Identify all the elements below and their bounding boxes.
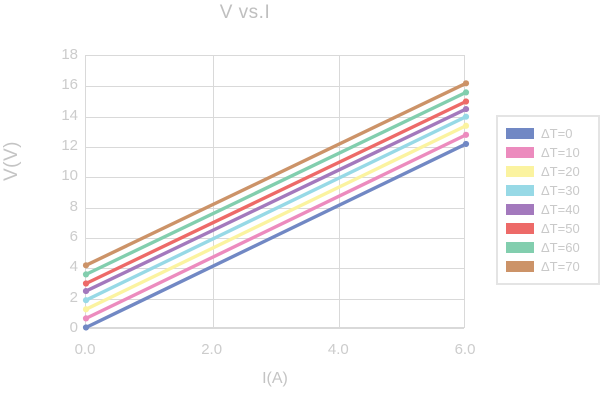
legend-item[interactable]: ΔT=0 xyxy=(506,124,592,143)
series--t-50 xyxy=(82,98,470,287)
series-line xyxy=(84,90,468,277)
y-tick-label: 0 xyxy=(69,319,78,336)
legend-item-label: ΔT=70 xyxy=(541,259,580,274)
gridline-horizontal xyxy=(86,116,464,118)
legend-item-label: ΔT=0 xyxy=(541,126,573,141)
series--t-10 xyxy=(82,131,470,322)
gridline-horizontal xyxy=(86,86,464,88)
legend-item[interactable]: ΔT=20 xyxy=(506,162,592,181)
legend-item-label: ΔT=60 xyxy=(541,240,580,255)
y-tick-label: 4 xyxy=(69,258,78,276)
data-point-marker xyxy=(82,271,90,278)
gridline-horizontal xyxy=(86,238,464,239)
series-line xyxy=(84,124,468,311)
legend-item-label: ΔT=40 xyxy=(541,202,580,217)
y-tick-label: 12 xyxy=(61,137,78,154)
legend-color-swatch xyxy=(506,242,534,253)
gridline-vertical xyxy=(212,56,214,327)
x-tick-label: 6.0 xyxy=(454,341,476,358)
data-point-marker xyxy=(462,80,470,87)
legend-color-swatch xyxy=(506,166,534,177)
series--t-20 xyxy=(82,122,470,313)
data-point-marker xyxy=(462,131,470,138)
data-point-marker xyxy=(462,98,470,105)
legend-color-swatch xyxy=(506,261,534,272)
data-point-marker xyxy=(82,287,90,295)
legend-color-swatch xyxy=(506,204,534,215)
x-tick-label: 4.0 xyxy=(327,341,349,358)
plot-area xyxy=(82,55,470,331)
gridline-horizontal xyxy=(86,298,464,300)
series-line xyxy=(84,99,468,286)
gridline-horizontal xyxy=(86,177,464,179)
legend-color-swatch xyxy=(506,147,534,158)
series-line xyxy=(84,114,468,302)
y-tick-label: 10 xyxy=(61,167,78,185)
data-point-marker xyxy=(82,297,90,304)
legend-color-swatch xyxy=(506,128,534,139)
y-tick-label: 8 xyxy=(69,197,78,215)
data-point-marker xyxy=(462,122,470,129)
data-point-marker xyxy=(82,280,90,287)
series--t-40 xyxy=(82,105,470,295)
y-tick-label: 14 xyxy=(61,106,78,124)
gridline-horizontal xyxy=(86,147,464,148)
series--t-70 xyxy=(82,80,470,269)
x-axis-title: I(A) xyxy=(262,370,288,387)
legend-item[interactable]: ΔT=30 xyxy=(506,181,592,200)
legend-item-label: ΔT=20 xyxy=(541,164,580,179)
data-point-marker xyxy=(82,306,90,313)
legend-item[interactable]: ΔT=10 xyxy=(506,143,592,162)
legend-item[interactable]: ΔT=40 xyxy=(506,200,592,219)
series--t-60 xyxy=(82,89,470,278)
data-point-marker xyxy=(462,113,470,120)
series-line xyxy=(84,133,468,321)
legend-item[interactable]: ΔT=70 xyxy=(506,257,592,276)
series-lines xyxy=(82,80,470,331)
chart-title: V vs.I xyxy=(219,2,271,23)
series-line xyxy=(84,107,468,293)
x-tick-label: 2.0 xyxy=(201,341,223,358)
gridline-vertical xyxy=(339,56,341,327)
series-line xyxy=(84,142,468,330)
legend-item[interactable]: ΔT=50 xyxy=(506,219,592,238)
data-point-marker xyxy=(462,105,470,113)
legend-item[interactable]: ΔT=60 xyxy=(506,238,592,257)
legend-item-label: ΔT=30 xyxy=(541,183,580,198)
legend-color-swatch xyxy=(506,185,534,196)
y-axis-title: V(V) xyxy=(1,141,22,181)
data-point-marker xyxy=(82,324,90,331)
gridline-horizontal xyxy=(86,328,464,329)
y-tick-label: 6 xyxy=(69,228,78,245)
series-line xyxy=(84,81,468,268)
gridline-horizontal xyxy=(86,268,464,270)
data-point-marker xyxy=(462,89,470,96)
x-tick-label: 0.0 xyxy=(74,341,96,358)
y-tick-label: 16 xyxy=(61,76,78,94)
y-tick-label: 18 xyxy=(61,46,78,63)
legend-item-label: ΔT=50 xyxy=(541,221,580,236)
legend-color-swatch xyxy=(506,223,534,234)
chart-legend: ΔT=0 ΔT=10 ΔT=20 ΔT=30 ΔT=40 ΔT=50 ΔT=60 ΔT=70 xyxy=(496,115,600,285)
y-tick-label: 2 xyxy=(69,288,78,306)
y-axis-tick-labels: 0 2 4 6 8 10 12 14 16 18 xyxy=(28,0,78,407)
data-point-marker xyxy=(82,315,90,322)
series--t-0 xyxy=(82,140,470,331)
legend-item-label: ΔT=10 xyxy=(541,145,580,160)
data-point-marker xyxy=(82,262,90,269)
series--t-30 xyxy=(82,113,470,304)
data-point-marker xyxy=(462,140,470,148)
